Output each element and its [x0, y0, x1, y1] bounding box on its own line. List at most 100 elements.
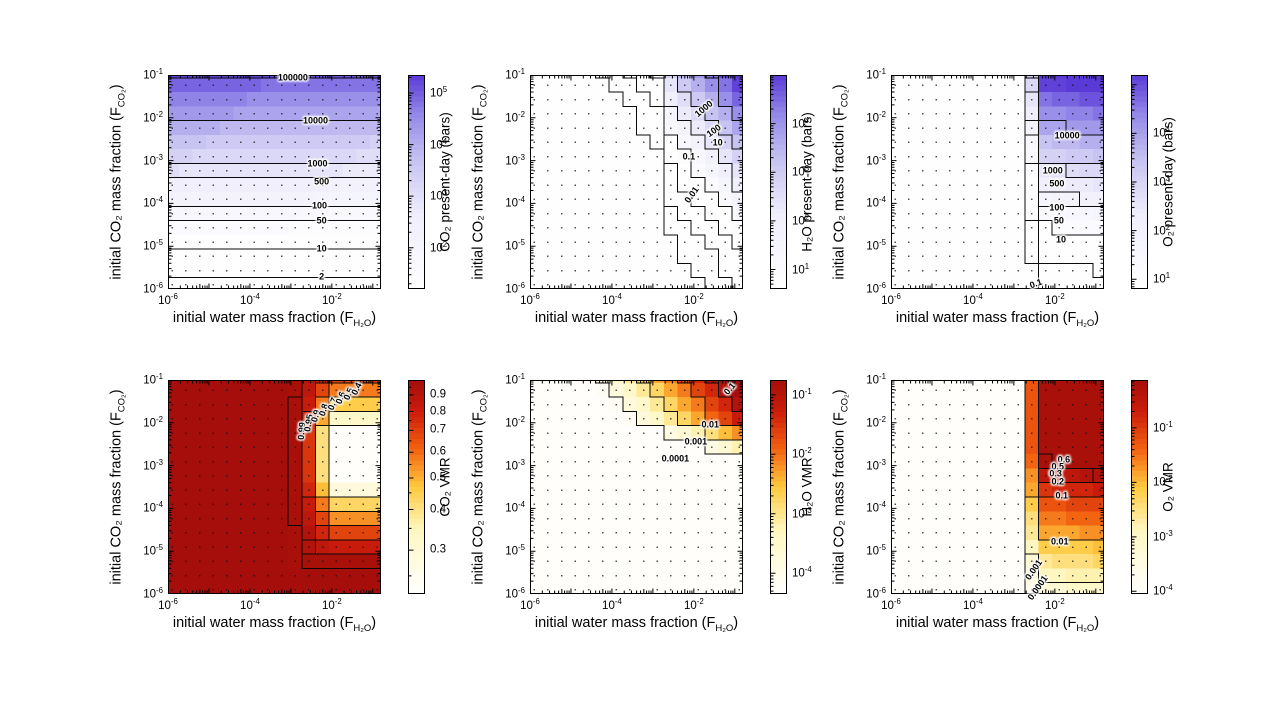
y-tick-label: 10-2 — [143, 109, 163, 125]
contour-label: 0.7 — [325, 395, 340, 411]
y-tick-label: 10-4 — [505, 195, 525, 211]
colorbar-title: H₂O VMR — [799, 457, 815, 517]
x-tick-label: 10-2 — [1044, 597, 1065, 612]
contour-label: 0.001 — [684, 436, 708, 447]
x-axis-label: initial water mass fraction (FH₂O) — [895, 615, 1100, 634]
x-axis-label: initial water mass fraction (FH₂O) — [534, 310, 739, 329]
colorbar-title: H₂O present-day (bars) — [799, 112, 815, 252]
y-axis-label: initial CO₂ mass fraction (FCO₂) — [108, 389, 128, 585]
y-tick-label: 10-1 — [866, 66, 886, 82]
colorbar-tick-label: 10-4 — [1153, 583, 1173, 598]
colorbar-tick-label: 0.6 — [430, 445, 446, 458]
colorbar-tick-label: 103 — [430, 188, 448, 203]
y-axis-label: initial CO₂ mass fraction (FCO₂) — [831, 84, 851, 280]
colorbar-tick-label: 103 — [792, 164, 810, 179]
y-tick-label: 10-5 — [505, 543, 525, 558]
y-axis-label: initial CO₂ mass fraction (FCO₂) — [470, 389, 490, 585]
y-tick-label: 10-3 — [505, 152, 525, 168]
contour-label: 2 — [319, 271, 325, 282]
colorbar-tick-label: 10-1 — [792, 386, 812, 402]
x-tick-label: 10-4 — [602, 597, 622, 612]
contour-label: 50 — [316, 215, 327, 226]
x-tick-label: 10-4 — [240, 292, 260, 307]
contour-label: 100 — [312, 200, 328, 211]
colorbar-canvas — [408, 75, 425, 289]
contour-label: 0.0001 — [661, 453, 690, 464]
y-tick-label: 10-2 — [505, 109, 525, 125]
contour-plot-canvas — [168, 75, 381, 289]
y-tick-label: 10-2 — [866, 414, 886, 430]
contour-label: 0.1 — [682, 151, 696, 162]
colorbar-tick-label: 0.8 — [430, 404, 446, 417]
y-tick-label: 10-5 — [505, 238, 525, 253]
colorbar-tick-label: 10-2 — [1153, 474, 1173, 490]
y-tick-label: 10-6 — [143, 585, 163, 601]
contour-label: 1000 — [692, 98, 715, 120]
y-tick-label: 10-2 — [143, 414, 163, 430]
contour-label: 0.4 — [349, 381, 365, 398]
y-tick-label: 10-5 — [143, 543, 163, 558]
y-tick-label: 10-3 — [866, 457, 886, 473]
contour-label: 10000 — [1054, 130, 1080, 141]
colorbar-tick-label: 103 — [1153, 173, 1171, 189]
contour-label: 0.01 — [1050, 536, 1069, 547]
contour-label: 50 — [1053, 215, 1064, 226]
colorbar-title: O₂ present-day (bars) — [1160, 117, 1176, 247]
x-tick-label: 10-6 — [520, 292, 540, 307]
y-axis-label: initial CO₂ mass fraction (FCO₂) — [831, 389, 851, 585]
contour-label: 0.2 — [1051, 476, 1064, 487]
colorbar-tick-label: 104 — [1153, 125, 1171, 141]
x-tick-label: 10-4 — [963, 292, 983, 307]
y-tick-label: 10-4 — [143, 500, 163, 516]
x-tick-label: 10-2 — [1044, 292, 1065, 307]
y-tick-label: 10-1 — [505, 66, 525, 82]
colorbar-tick-label: 105 — [430, 84, 448, 100]
contour-label: 10000 — [302, 115, 328, 126]
colorbar-tick-label: 0.3 — [430, 543, 446, 556]
contour-plot-canvas — [168, 380, 381, 594]
colorbar-tick-label: 101 — [792, 261, 810, 277]
contour-label: 0.001 — [1022, 558, 1044, 583]
y-tick-label: 10-4 — [866, 195, 886, 211]
colorbar-canvas — [408, 380, 425, 594]
contour-plot-canvas — [891, 75, 1104, 289]
contour-label: 0.01 — [682, 184, 701, 205]
contour-label: 100000 — [277, 72, 308, 83]
colorbar-tick-label: 10-2 — [792, 446, 812, 461]
contour-label: 10 — [316, 243, 327, 254]
y-tick-label: 10-5 — [866, 238, 886, 253]
y-tick-label: 10-2 — [866, 109, 886, 125]
contour-label: 0.0001 — [1025, 573, 1050, 602]
y-tick-label: 10-4 — [866, 500, 886, 516]
colorbar-tick-label: 0.4 — [430, 502, 446, 515]
y-tick-label: 10-4 — [505, 500, 525, 516]
y-tick-label: 10-5 — [866, 543, 886, 558]
colorbar-tick-label: 104 — [792, 115, 810, 131]
y-tick-label: 10-1 — [505, 371, 525, 387]
x-tick-label: 10-6 — [158, 597, 178, 612]
contour-plot-canvas — [891, 380, 1104, 594]
contour-label: 1000 — [1042, 165, 1063, 176]
y-tick-label: 10-4 — [143, 195, 163, 211]
y-tick-label: 10-5 — [143, 238, 163, 253]
contour-label: 500 — [1049, 178, 1065, 189]
contour-label: 0.99 — [296, 422, 308, 441]
x-tick-label: 10-2 — [321, 292, 342, 307]
contour-plot-canvas — [530, 75, 743, 289]
contour-label: 0.3 — [1049, 468, 1062, 479]
contour-label: 0.1 — [1055, 490, 1069, 501]
x-tick-label: 10-4 — [963, 597, 983, 612]
colorbar-canvas — [1131, 380, 1148, 594]
colorbar-tick-label: 104 — [430, 136, 448, 152]
colorbar-tick-label: 102 — [430, 239, 448, 255]
x-axis-label: initial water mass fraction (FH₂O) — [895, 310, 1100, 329]
y-axis-label: initial CO₂ mass fraction (FCO₂) — [108, 84, 128, 280]
colorbar-canvas — [1131, 75, 1148, 289]
y-tick-label: 10-6 — [143, 280, 163, 296]
contour-label: 500 — [314, 176, 330, 187]
contour-plot-canvas — [530, 380, 743, 594]
y-tick-label: 10-3 — [866, 152, 886, 168]
